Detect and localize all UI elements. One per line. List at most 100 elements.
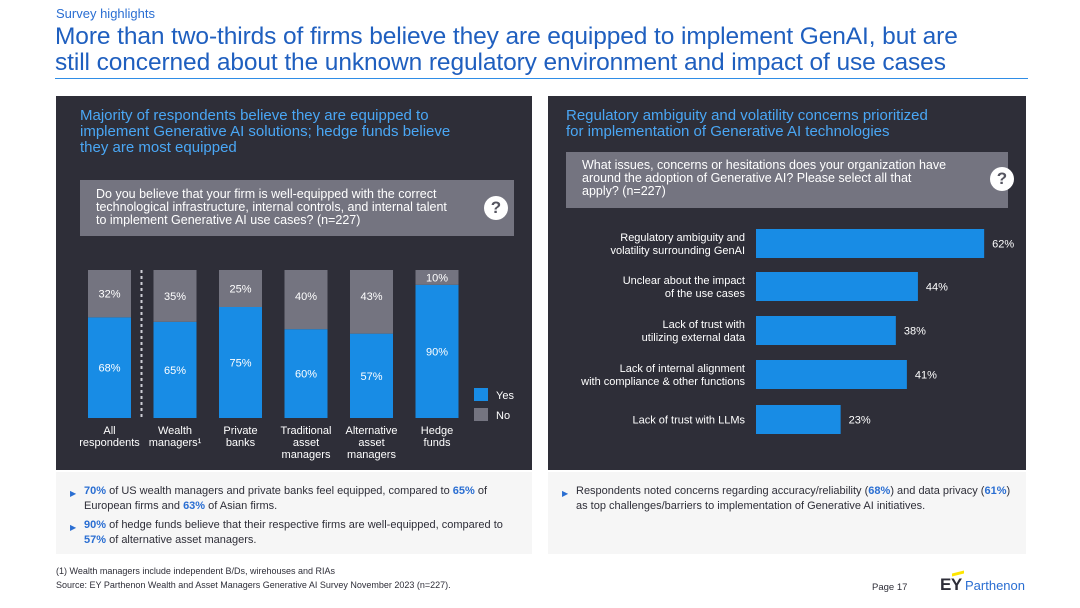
bar-yes (88, 317, 131, 418)
legend-swatch-yes (474, 388, 488, 401)
bullet-text: Respondents noted concerns regarding acc… (576, 485, 869, 497)
bullet-arrow-icon: ▶ (70, 489, 77, 498)
hbar (756, 316, 896, 345)
right-question-line: apply? (n=227) (582, 184, 666, 198)
label-no: 35% (164, 291, 186, 303)
stacked-bar-chart: 68%32%Allrespondents65%35%Wealthmanagers… (79, 270, 514, 461)
bullet-text: of European firms and (84, 485, 488, 512)
source-note: Source: EY Parthenon Wealth and Asset Ma… (56, 580, 451, 590)
bar-yes (350, 333, 393, 418)
label-yes: 90% (426, 346, 448, 358)
hbar (756, 360, 907, 389)
highlight-value: 90% (84, 519, 107, 531)
highlight-value: 70% (84, 485, 107, 497)
highlight-value: 65% (452, 485, 475, 497)
label-no: 32% (98, 289, 120, 301)
bar-yes (284, 329, 328, 418)
bullet-text: of US wealth managers and private banks … (106, 485, 453, 497)
category-label: asset (358, 437, 384, 449)
left-panel-title-line: Majority of respondents believe they are… (80, 107, 429, 124)
bar-no (415, 270, 459, 285)
right-panel-title-line: for implementation of Generative AI tech… (566, 123, 890, 140)
category-label: funds (424, 437, 451, 449)
hbar-category-label: Unclear about the impact (623, 275, 745, 287)
hbar (756, 405, 841, 434)
title-divider (55, 78, 1028, 79)
left-panel-title-line: they are most equipped (80, 139, 237, 156)
legend-label-yes: Yes (496, 390, 514, 402)
category-label: managers¹ (149, 437, 202, 449)
label-yes: 57% (360, 371, 382, 383)
right-question-text: What issues, concerns or hesitations doe… (582, 159, 962, 198)
kicker: Survey highlights (56, 6, 155, 21)
logo-ey: EY (940, 575, 962, 594)
page-title-line-1: More than two-thirds of firms believe th… (55, 23, 958, 50)
right-survey-question: What issues, concerns or hesitations doe… (566, 152, 1014, 208)
label-no: 43% (360, 291, 382, 303)
question-mark-icon: ? (484, 196, 508, 220)
page-title: More than two-thirds of firms believe th… (55, 24, 1045, 76)
label-no: 25% (229, 284, 251, 296)
right-question-line: What issues, concerns or hesitations doe… (582, 158, 947, 172)
takeaway-bullet: ▶ Respondents noted concerns regarding ac… (562, 484, 1012, 514)
logo-parthenon: Parthenon (965, 578, 1025, 593)
page-title-line-2: still concerned about the unknown regula… (55, 49, 946, 76)
hbar-value-label: 41% (915, 370, 937, 382)
bullet-arrow-icon: ▶ (562, 489, 569, 498)
label-no: 10% (426, 272, 448, 284)
bar-no (284, 270, 328, 330)
category-label: Alternative (346, 425, 398, 437)
hbar (756, 272, 918, 301)
category-label: respondents (79, 437, 140, 449)
category-label: asset (293, 437, 319, 449)
highlight-value: 63% (183, 500, 206, 512)
bar-yes (153, 321, 197, 418)
hbar-value-label: 44% (926, 282, 948, 294)
left-question-text: Do you believe that your firm is well-eq… (96, 188, 476, 227)
label-yes: 65% (164, 365, 186, 377)
highlight-value: 68% (868, 485, 891, 497)
page-number: Page 17 (872, 582, 908, 593)
legend-label-no: No (496, 410, 510, 422)
right-panel-title-line: Regulatory ambiguity and volatility conc… (566, 107, 928, 124)
label-no: 40% (295, 291, 317, 303)
category-label: Hedge (421, 425, 453, 437)
left-survey-question: Do you believe that your firm is well-eq… (80, 180, 514, 236)
category-label: Traditional (281, 425, 332, 437)
footnote: (1) Wealth managers include independent … (56, 566, 335, 576)
takeaway-bullet: ▶ 90% of hedge funds believe that their r… (70, 518, 522, 548)
left-question-line: technological infrastructure, internal c… (96, 200, 447, 214)
category-label: managers (347, 449, 396, 461)
hbar-value-label: 38% (904, 326, 926, 338)
category-label: All (103, 425, 115, 437)
category-label: Wealth (158, 425, 192, 437)
bullet-text: of hedge funds believe that their respec… (106, 519, 503, 531)
highlight-value: 57% (84, 534, 107, 546)
bullet-text: ) and data privacy ( (890, 485, 985, 497)
hbar-category-label: Lack of trust with (662, 319, 745, 331)
hbar-category-label: volatility surrounding GenAI (610, 245, 745, 257)
category-label: managers (282, 449, 331, 461)
right-question-line: around the adoption of Generative AI? Pl… (582, 171, 912, 185)
takeaway-bullet: ▶ 70% of US wealth managers and private b… (70, 484, 522, 514)
left-question-line: Do you believe that your firm is well-eq… (96, 187, 437, 201)
label-yes: 60% (295, 369, 317, 381)
bar-no (153, 270, 197, 322)
bar-yes (219, 307, 262, 418)
bar-yes (415, 284, 459, 418)
hbar-category-label: utilizing external data (642, 332, 746, 344)
left-panel-title-line: implement Generative AI solutions; hedge… (80, 123, 451, 140)
bar-no (350, 270, 393, 334)
hbar-category-label: of the use cases (665, 288, 746, 300)
label-yes: 68% (98, 363, 120, 375)
hbar (756, 229, 985, 258)
hbar-category-label: Lack of trust with LLMs (633, 415, 746, 427)
bar-no (219, 270, 262, 307)
ey-parthenon-logo: EY Parthenon (940, 570, 1028, 596)
bullet-text: of Asian firms. (205, 500, 278, 512)
right-panel-title: Regulatory ambiguity and volatility conc… (566, 108, 1016, 140)
left-panel-title: Majority of respondents believe they are… (80, 108, 520, 156)
bullet-text: of alternative asset managers. (106, 534, 257, 546)
